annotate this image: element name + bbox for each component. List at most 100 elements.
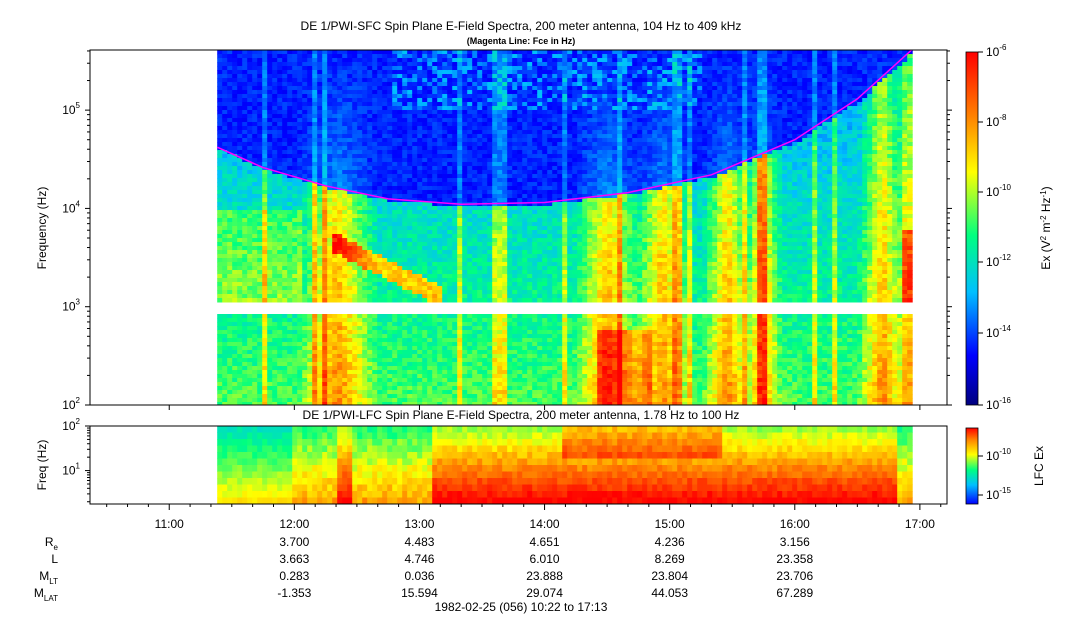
spectrogram-cell (472, 394, 478, 399)
spectrogram-cell (432, 254, 438, 259)
spectrogram-cell (417, 258, 423, 263)
spectrogram-cell (332, 182, 338, 187)
spectrogram-cell (502, 54, 508, 59)
spectrogram-cell (452, 50, 458, 55)
spectrogram-cell (432, 286, 438, 291)
spectrogram-cell (462, 114, 468, 119)
spectrogram-cell (337, 334, 343, 339)
spectrogram-cell (462, 150, 468, 155)
spectrogram-cell (397, 206, 403, 211)
spectrogram-cell (237, 274, 243, 279)
spectrogram-cell (437, 266, 443, 271)
spectrogram-cell (302, 294, 308, 299)
spectrogram-cell (242, 254, 248, 259)
spectrogram-cell (482, 82, 488, 87)
spectrogram-cell (442, 402, 448, 405)
spectrogram-cell (342, 58, 348, 63)
spectrogram-cell (277, 234, 283, 239)
spectrogram-cell (492, 282, 498, 287)
spectrogram-cell (472, 178, 478, 183)
spectrogram-cell (307, 62, 313, 67)
spectrogram-cell (252, 170, 258, 175)
spectrogram-cell (497, 198, 503, 203)
spectrogram-cell (302, 338, 308, 343)
spectrogram-cell (252, 322, 258, 327)
spectrogram-cell (232, 58, 238, 63)
spectrogram-cell (442, 70, 448, 75)
spectrogram-cell (327, 202, 333, 207)
spectrogram-cell (252, 138, 258, 143)
spectrogram-cell (472, 378, 478, 383)
spectrogram-cell (432, 298, 438, 303)
spectrogram-cell (487, 58, 493, 63)
spectrogram-cell (477, 402, 483, 405)
spectrogram-cell (337, 158, 343, 163)
spectrogram-cell (332, 174, 338, 179)
spectrogram-cell (477, 158, 483, 163)
spectrogram-cell (482, 266, 488, 271)
spectrogram-cell (312, 274, 318, 279)
spectrogram-cell (497, 214, 503, 219)
spectrogram-cell (222, 158, 228, 163)
spectrogram-cell (352, 374, 358, 379)
spectrogram-cell (332, 226, 338, 231)
spectrogram-cell (332, 274, 338, 279)
spectrogram-cell (317, 94, 323, 99)
spectrogram-cell (382, 186, 388, 191)
spectrogram-cell (267, 110, 273, 115)
spectrogram-cell (372, 178, 378, 183)
spectrogram-cell (227, 154, 233, 159)
spectrogram-cell (247, 238, 253, 243)
spectrogram-cell (382, 358, 388, 363)
spectrogram-cell (497, 230, 503, 235)
spectrogram-cell (447, 242, 453, 247)
spectrogram-cell (362, 166, 368, 171)
spectrogram-cell (362, 382, 368, 387)
spectrogram-cell (292, 286, 298, 291)
spectrogram-cell (332, 54, 338, 59)
spectrogram-cell (487, 286, 493, 291)
spectrogram-cell (382, 194, 388, 199)
spectrogram-cell (387, 266, 393, 271)
spectrogram-cell (382, 174, 388, 179)
spectrogram-cell (337, 322, 343, 327)
spectrogram-cell (347, 366, 353, 371)
spectrogram-cell (382, 234, 388, 239)
spectrogram-cell (332, 342, 338, 347)
spectrogram-cell (467, 194, 473, 199)
spectrogram-cell (337, 330, 343, 335)
spectrogram-cell (252, 314, 258, 319)
spectrogram-cell (417, 214, 423, 219)
spectrogram-cell (337, 298, 343, 303)
spectrogram-cell (237, 282, 243, 287)
spectrogram-cell (327, 330, 333, 335)
spectrogram-cell (442, 290, 448, 295)
spectrogram-cell (302, 322, 308, 327)
spectrogram-cell (337, 178, 343, 183)
spectrogram-cell (352, 286, 358, 291)
spectrogram-cell (382, 142, 388, 147)
spectrogram-cell (267, 262, 273, 267)
spectrogram-cell (272, 342, 278, 347)
spectrogram-cell (357, 282, 363, 287)
spectrogram-cell (262, 270, 268, 275)
spectrogram-cell (397, 162, 403, 167)
spectrogram-cell (262, 78, 268, 83)
spectrogram-cell (392, 338, 398, 343)
spectrogram-cell (337, 374, 343, 379)
spectrogram-cell (477, 78, 483, 83)
spectrogram-cell (317, 138, 323, 143)
spectrogram-cell (402, 398, 408, 403)
spectrogram-cell (252, 226, 258, 231)
spectrogram-cell (407, 250, 413, 255)
spectrogram-cell (412, 282, 418, 287)
spectrogram-cell (502, 78, 508, 83)
spectrogram-cell (387, 230, 393, 235)
spectrogram-cell (427, 218, 433, 223)
spectrogram-cell (437, 314, 443, 319)
spectrogram-cell (357, 86, 363, 91)
spectrogram-cell (362, 334, 368, 339)
spectrogram-cell (407, 258, 413, 263)
spectrogram-cell (387, 382, 393, 387)
spectrogram-cell (287, 282, 293, 287)
